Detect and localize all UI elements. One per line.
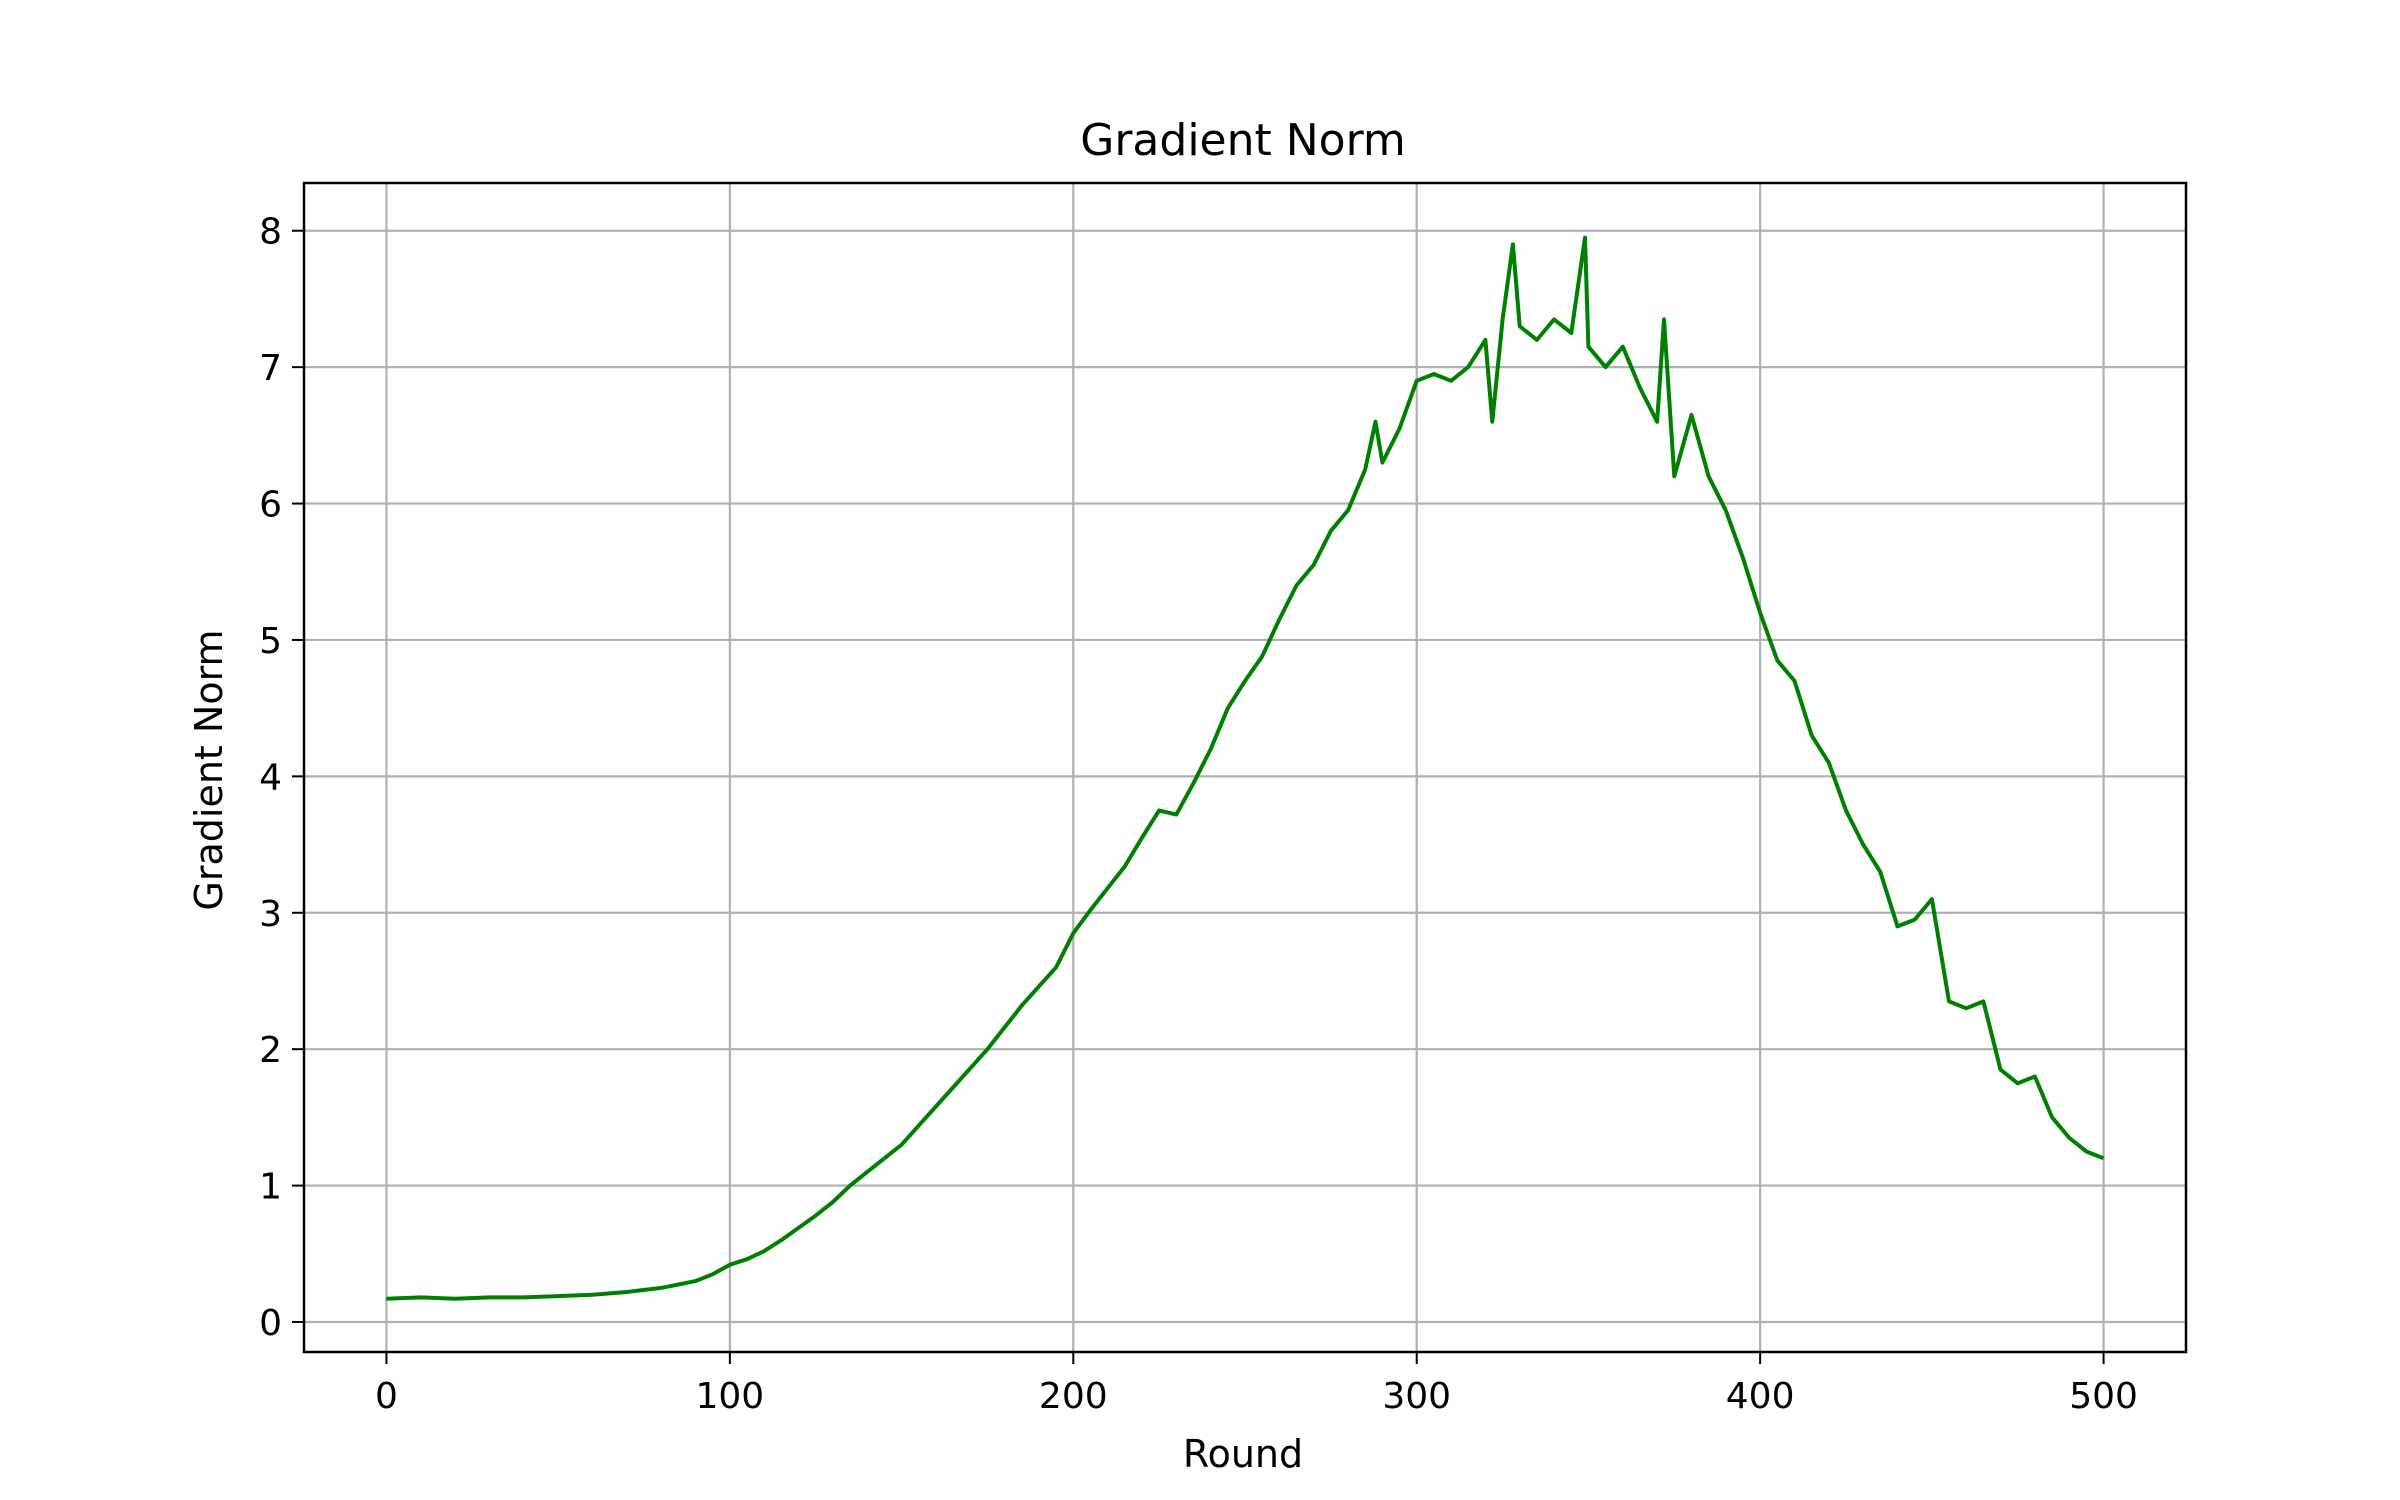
x-tick-label: 100 <box>695 1376 764 1417</box>
series-line <box>386 235 2105 1301</box>
chart-title: Gradient Norm <box>1080 115 1406 166</box>
x-tick-label: 500 <box>2069 1376 2138 1417</box>
y-tick-label: 5 <box>259 621 282 662</box>
x-axis-ticks: 0 100 200 300 400 500 <box>375 1352 2138 1417</box>
grid-lines <box>304 183 2186 1352</box>
x-tick-label: 300 <box>1382 1376 1451 1417</box>
x-tick-label: 200 <box>1039 1376 1108 1417</box>
y-axis-ticks: 0 1 2 3 4 5 6 7 8 <box>259 212 304 1344</box>
y-tick-label: 0 <box>259 1303 282 1344</box>
y-tick-label: 3 <box>259 894 282 935</box>
y-tick-label: 6 <box>259 485 282 526</box>
y-tick-label: 4 <box>259 757 282 798</box>
y-axis-label: Gradient Norm <box>187 629 231 910</box>
x-tick-label: 0 <box>375 1376 398 1417</box>
plot-frame <box>302 181 2188 1354</box>
x-tick-label: 400 <box>1726 1376 1795 1417</box>
y-tick-label: 1 <box>259 1167 282 1208</box>
x-axis-label: Round <box>1183 1432 1303 1476</box>
y-tick-label: 7 <box>259 348 282 389</box>
y-tick-label: 2 <box>259 1030 282 1071</box>
y-tick-label: 8 <box>259 212 282 253</box>
